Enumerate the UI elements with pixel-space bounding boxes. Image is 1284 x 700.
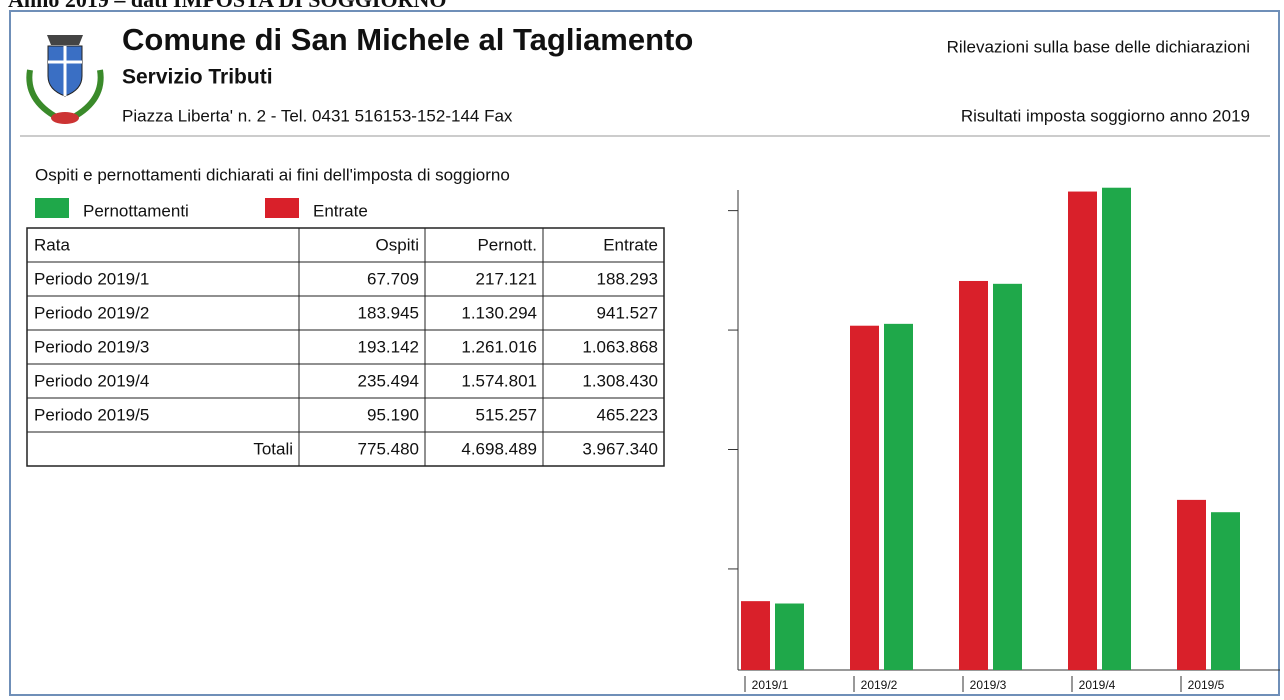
table-cell: Periodo 2019/1 bbox=[34, 269, 149, 288]
legend-label: Entrate bbox=[313, 201, 368, 220]
table-cell: Periodo 2019/3 bbox=[34, 337, 149, 356]
bar bbox=[1211, 512, 1240, 670]
x-tick-label: 2019/3 bbox=[970, 678, 1007, 692]
bar bbox=[850, 325, 879, 670]
note-bottom: Risultati imposta soggiorno anno 2019 bbox=[961, 106, 1250, 125]
table-cell: 188.293 bbox=[597, 269, 658, 288]
table-cell: Periodo 2019/4 bbox=[34, 371, 149, 390]
note-top: Rilevazioni sulla base delle dichiarazio… bbox=[947, 37, 1250, 56]
top-caption: Anno 2019 – dati IMPOSTA DI SOGGIORNO bbox=[8, 0, 446, 12]
bar bbox=[993, 283, 1022, 670]
table-cell: 1.130.294 bbox=[461, 303, 537, 322]
x-tick-label: 2019/1 bbox=[752, 678, 789, 692]
bar bbox=[884, 323, 913, 670]
table-cell: 235.494 bbox=[358, 371, 419, 390]
table-cell: 4.698.489 bbox=[461, 439, 537, 458]
table-cell: 217.121 bbox=[476, 269, 537, 288]
bar bbox=[1177, 499, 1206, 670]
bar bbox=[1068, 191, 1097, 670]
bar bbox=[775, 603, 804, 670]
legend-label: Pernottamenti bbox=[83, 201, 189, 220]
bar bbox=[1102, 187, 1131, 670]
x-tick-label: 2019/2 bbox=[861, 678, 898, 692]
table-cell: 941.527 bbox=[597, 303, 658, 322]
bar bbox=[959, 280, 988, 670]
table-cell: Periodo 2019/2 bbox=[34, 303, 149, 322]
table-border bbox=[26, 227, 665, 467]
section-title: Ospiti e pernottamenti dichiarati ai fin… bbox=[35, 165, 510, 184]
table-cell: 1.063.868 bbox=[582, 337, 658, 356]
bar bbox=[741, 601, 770, 670]
frame bbox=[9, 10, 1280, 696]
table-cell: 3.967.340 bbox=[582, 439, 658, 458]
table-cell: 1.574.801 bbox=[461, 371, 537, 390]
subtitle: Servizio Tributi bbox=[122, 66, 273, 89]
table-cell: 1.308.430 bbox=[582, 371, 658, 390]
table-cell: 515.257 bbox=[476, 405, 537, 424]
table-cell: 775.480 bbox=[358, 439, 419, 458]
table-cell: 1.261.016 bbox=[461, 337, 537, 356]
x-tick-label: 2019/4 bbox=[1079, 678, 1116, 692]
table-cell: 95.190 bbox=[367, 405, 419, 424]
table-cell: 193.142 bbox=[358, 337, 419, 356]
logo bbox=[26, 35, 104, 124]
table-cell: Entrate bbox=[603, 235, 658, 254]
title: Comune di San Michele al Tagliamento bbox=[122, 22, 693, 57]
address: Piazza Liberta' n. 2 - Tel. 0431 516153-… bbox=[122, 106, 513, 125]
table-cell: 465.223 bbox=[597, 405, 658, 424]
table-cell: 67.709 bbox=[367, 269, 419, 288]
table-cell: Rata bbox=[34, 235, 70, 254]
table-cell: Pernott. bbox=[477, 235, 537, 254]
table-cell: Totali bbox=[253, 439, 293, 458]
table-cell: Ospiti bbox=[376, 235, 419, 254]
table-cell: 183.945 bbox=[358, 303, 419, 322]
x-tick-label: 2019/5 bbox=[1188, 678, 1225, 692]
legend-swatch bbox=[35, 198, 69, 218]
legend-swatch bbox=[265, 198, 299, 218]
table-cell: Periodo 2019/5 bbox=[34, 405, 149, 424]
